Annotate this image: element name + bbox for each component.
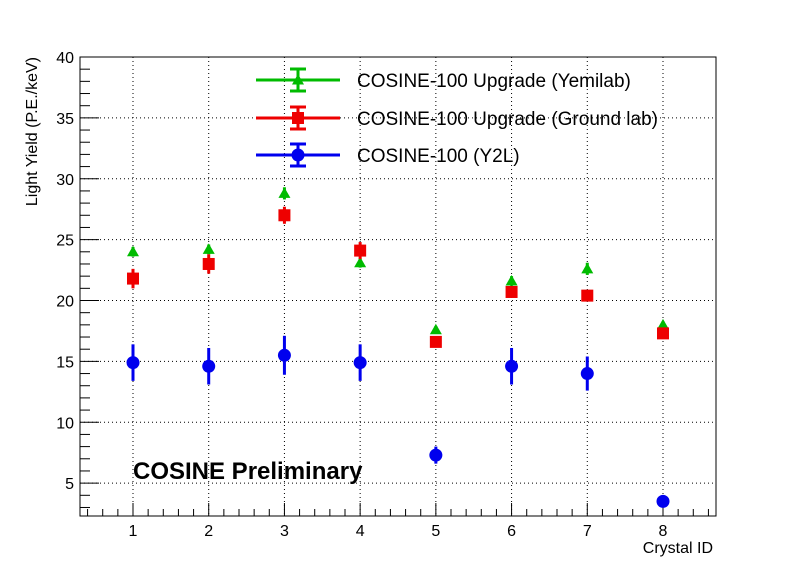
data-point [354,256,367,268]
y-tick-label: 15 [56,354,74,371]
data-point [656,494,670,508]
series-circle-points [126,335,670,508]
data-point [202,359,216,373]
y-tick-label: 10 [56,415,74,432]
y-tick-label: 30 [56,172,74,189]
data-point [127,245,139,257]
data-point [354,244,367,257]
data-point [278,187,291,198]
legend-label: COSINE-100 Upgrade (Yemilab) [357,71,631,92]
legend-label: COSINE-100 (Y2L) [357,146,520,167]
x-axis-label: Crystal ID [643,540,713,557]
data-point [277,348,291,362]
x-tick-label: 4 [356,523,365,540]
preliminary-annotation: COSINE Preliminary [133,458,363,485]
x-tick-label: 1 [129,523,138,540]
data-point [278,209,291,222]
y-tick-label: 40 [56,50,74,67]
data-point [657,318,669,330]
x-tick-label: 3 [280,523,289,540]
x-tick-label: 8 [659,523,668,540]
data-point [657,327,669,340]
data-marks [126,187,670,508]
data-point [429,448,443,462]
y-tick-label: 20 [56,294,74,311]
data-point [505,285,518,298]
series-square-points [127,206,669,348]
y-tick-label: 25 [56,233,74,250]
x-tick-label: 7 [583,523,592,540]
grid-lines [80,56,716,516]
data-point [429,335,442,348]
legend-marker [291,148,305,162]
data-point [126,356,140,370]
data-point [127,272,139,285]
legend-marker [292,112,304,124]
x-tick-label: 6 [507,523,516,540]
plot-frame [79,56,717,517]
y-axis-label: Light Yield (P.E./keV) [24,57,41,206]
data-point [505,359,519,373]
x-tick-label: 2 [204,523,213,540]
series-triangle-points [127,187,669,335]
y-tick-label: 35 [56,111,74,128]
data-point [505,275,518,286]
x-tick-label: 5 [431,523,440,540]
data-point [202,257,215,270]
data-point [429,323,442,335]
legend: COSINE-100 Upgrade (Yemilab) COSINE-100 U… [256,67,658,168]
data-point [353,356,367,370]
y-tick-label: 5 [65,476,74,493]
data-point [581,289,594,302]
legend-entry-triangle: COSINE-100 Upgrade (Yemilab) [256,67,631,93]
data-point [580,367,594,381]
legend-label: COSINE-100 Upgrade (Ground lab) [357,109,658,130]
data-point [202,243,215,254]
legend-entry-square: COSINE-100 Upgrade (Ground lab) [256,105,658,131]
legend-entry-circle: COSINE-100 (Y2L) [256,142,520,168]
legend-marker [292,74,304,85]
data-point [581,262,594,274]
axes: 1 2 3 4 5 6 7 8 5 10 15 20 25 30 35 40 [56,50,709,540]
